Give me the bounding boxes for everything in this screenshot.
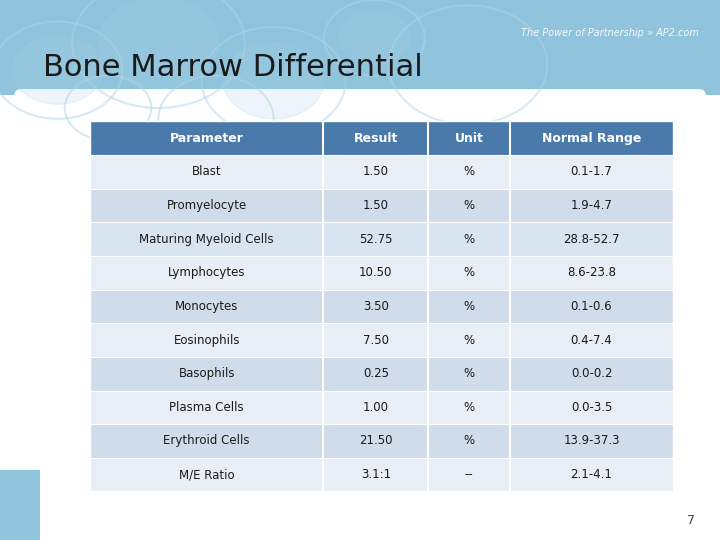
Text: %: % (464, 300, 474, 313)
Text: %: % (464, 165, 474, 178)
Bar (90, 323, 673, 357)
Text: %: % (464, 266, 474, 279)
Text: 0.0-3.5: 0.0-3.5 (571, 401, 612, 414)
Text: The Power of Partnership » AP2.com: The Power of Partnership » AP2.com (521, 28, 698, 38)
Text: Bone Marrow Differential: Bone Marrow Differential (43, 53, 423, 82)
Text: 0.1-1.7: 0.1-1.7 (571, 165, 613, 178)
Text: 2.1-4.1: 2.1-4.1 (571, 468, 613, 481)
Circle shape (98, 0, 219, 89)
Text: Eosinophils: Eosinophils (174, 334, 240, 347)
Text: Plasma Cells: Plasma Cells (169, 401, 244, 414)
Text: Lymphocytes: Lymphocytes (168, 266, 246, 279)
Text: Basophils: Basophils (179, 367, 235, 380)
Circle shape (339, 11, 410, 64)
Text: Erythroid Cells: Erythroid Cells (163, 435, 250, 448)
Text: 1.50: 1.50 (363, 165, 389, 178)
Text: Unit: Unit (454, 132, 484, 145)
Bar (90, 458, 673, 491)
Text: %: % (464, 233, 474, 246)
Text: 3.50: 3.50 (363, 300, 389, 313)
Text: Blast: Blast (192, 165, 222, 178)
Text: 0.0-0.2: 0.0-0.2 (571, 367, 612, 380)
Circle shape (223, 43, 324, 119)
Text: %: % (464, 435, 474, 448)
Bar (0, 0, 720, 94)
Text: M/E Ratio: M/E Ratio (179, 468, 235, 481)
Bar (90, 357, 673, 390)
Text: Parameter: Parameter (170, 132, 243, 145)
Text: Normal Range: Normal Range (542, 132, 642, 145)
Text: 1.00: 1.00 (363, 401, 389, 414)
Bar (0, 470, 40, 540)
Text: 13.9-37.3: 13.9-37.3 (563, 435, 620, 448)
Bar (90, 122, 673, 155)
Text: 1.9-4.7: 1.9-4.7 (571, 199, 613, 212)
Text: Promyelocyte: Promyelocyte (166, 199, 247, 212)
Text: 52.75: 52.75 (359, 233, 392, 246)
Bar (90, 222, 673, 256)
Bar (90, 390, 673, 424)
Circle shape (12, 36, 103, 104)
Text: 28.8-52.7: 28.8-52.7 (563, 233, 620, 246)
Text: 3.1:1: 3.1:1 (361, 468, 391, 481)
Text: 0.25: 0.25 (363, 367, 389, 380)
Text: %: % (464, 367, 474, 380)
Text: 1.50: 1.50 (363, 199, 389, 212)
Bar (90, 189, 673, 222)
Text: 7.50: 7.50 (363, 334, 389, 347)
Text: Monocytes: Monocytes (175, 300, 238, 313)
Bar (90, 289, 673, 323)
Text: Maturing Myeloid Cells: Maturing Myeloid Cells (140, 233, 274, 246)
Text: 7: 7 (687, 514, 695, 526)
Text: 8.6-23.8: 8.6-23.8 (567, 266, 616, 279)
Bar (90, 256, 673, 289)
Text: 10.50: 10.50 (359, 266, 392, 279)
FancyBboxPatch shape (14, 89, 706, 535)
Bar (90, 155, 673, 189)
Text: --: -- (464, 468, 474, 481)
Text: %: % (464, 199, 474, 212)
Bar (90, 424, 673, 458)
Text: %: % (464, 334, 474, 347)
Text: 0.4-7.4: 0.4-7.4 (571, 334, 613, 347)
Text: 0.1-0.6: 0.1-0.6 (571, 300, 613, 313)
Bar (90, 122, 673, 491)
Text: 21.50: 21.50 (359, 435, 392, 448)
Text: Result: Result (354, 132, 398, 145)
Text: %: % (464, 401, 474, 414)
